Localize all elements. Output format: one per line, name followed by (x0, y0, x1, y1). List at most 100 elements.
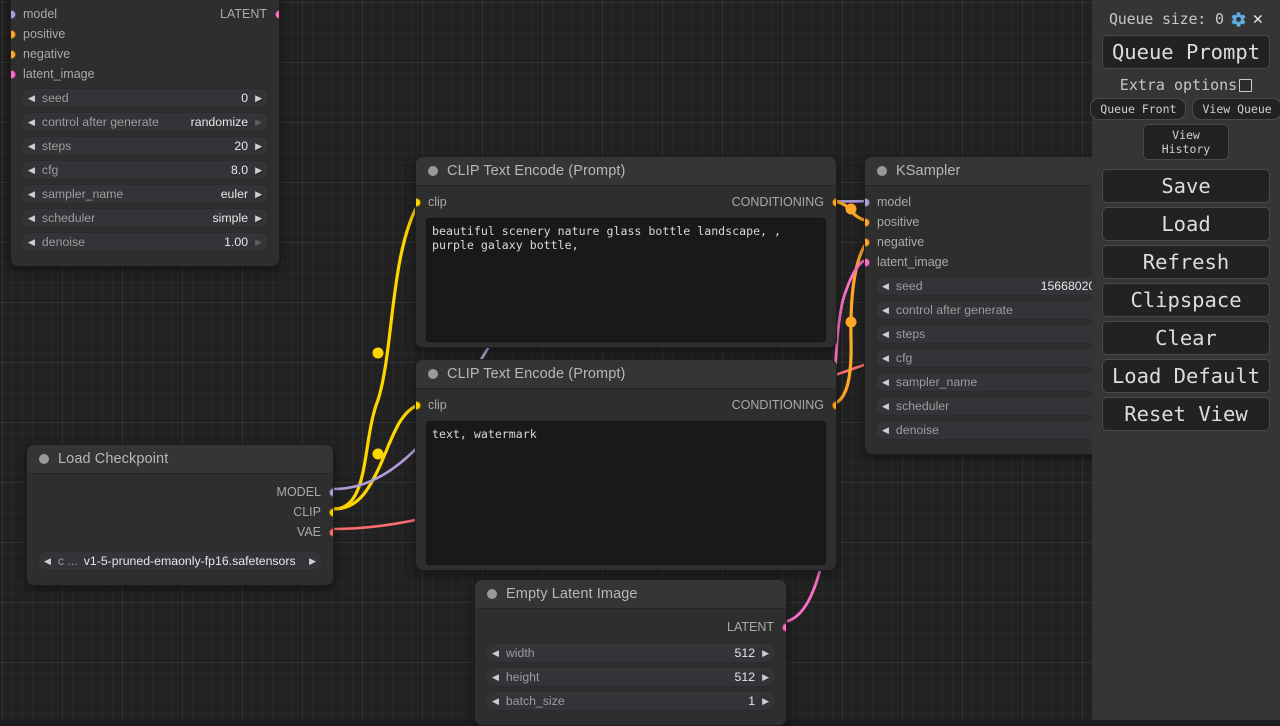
latent-image-input-port[interactable] (864, 258, 870, 267)
increment-arrow-icon[interactable]: ▶ (309, 557, 316, 566)
model-input-port[interactable] (10, 10, 16, 19)
collapse-dot-icon[interactable] (428, 166, 438, 176)
clip-input-port[interactable] (415, 401, 421, 410)
decrement-arrow-icon[interactable]: ◀ (28, 166, 35, 175)
conditioning-output-port[interactable] (832, 198, 838, 207)
latent-image-input-port[interactable] (10, 70, 16, 79)
widget-seed[interactable]: ◀ seed 1566802087 (875, 276, 1123, 296)
collapse-dot-icon[interactable] (487, 589, 497, 599)
positive-input-port[interactable] (10, 30, 16, 39)
conditioning-output-port[interactable] (832, 401, 838, 410)
collapse-dot-icon[interactable] (428, 369, 438, 379)
negative-input-port[interactable] (10, 50, 16, 59)
widget-scheduler[interactable]: ◀ scheduler (875, 396, 1123, 416)
widget-steps[interactable]: ◀ steps 20 ▶ (21, 136, 269, 156)
node-clip-text-encode-positive[interactable]: CLIP Text Encode (Prompt) clip CONDITION… (415, 156, 837, 348)
clear-button[interactable]: Clear (1102, 321, 1270, 355)
latent-output-port[interactable] (275, 10, 281, 19)
node-clip-text-encode-negative[interactable]: CLIP Text Encode (Prompt) clip CONDITION… (415, 359, 837, 571)
clip-output-port[interactable] (329, 508, 335, 517)
decrement-arrow-icon[interactable]: ◀ (882, 306, 889, 315)
widget-sampler-name[interactable]: ◀ sampler_name euler ▶ (21, 184, 269, 204)
decrement-arrow-icon[interactable]: ◀ (28, 190, 35, 199)
node-title-bar[interactable]: CLIP Text Encode (Prompt) (416, 360, 836, 389)
load-button[interactable]: Load (1102, 207, 1270, 241)
node-ksampler-left[interactable]: KSampler model LATENT positive negative … (10, 0, 280, 267)
widget-cfg[interactable]: ◀ cfg (875, 348, 1123, 368)
decrement-arrow-icon[interactable]: ◀ (28, 118, 35, 127)
decrement-arrow-icon[interactable]: ◀ (882, 354, 889, 363)
gear-icon[interactable] (1230, 11, 1247, 28)
increment-arrow-icon[interactable]: ▶ (255, 238, 262, 247)
decrement-arrow-icon[interactable]: ◀ (28, 214, 35, 223)
port-row-clip-out[interactable]: CLIP (27, 502, 333, 522)
decrement-arrow-icon[interactable]: ◀ (28, 142, 35, 151)
port-row-model[interactable]: model LATENT (11, 4, 279, 24)
widget-denoise[interactable]: ◀ denoise (875, 420, 1123, 440)
port-row-latent-image[interactable]: latent_image (11, 64, 279, 84)
node-title-bar[interactable]: Load Checkpoint (27, 445, 333, 474)
decrement-arrow-icon[interactable]: ◀ (882, 426, 889, 435)
negative-input-port[interactable] (864, 238, 870, 247)
increment-arrow-icon[interactable]: ▶ (762, 673, 769, 682)
widget-sampler-name[interactable]: ◀ sampler_name (875, 372, 1123, 392)
widget-control-after-generate[interactable]: ◀ control after generate ran (875, 300, 1123, 320)
increment-arrow-icon[interactable]: ▶ (255, 118, 262, 127)
vae-output-port[interactable] (329, 528, 335, 537)
model-output-port[interactable] (329, 488, 335, 497)
decrement-arrow-icon[interactable]: ◀ (882, 282, 889, 291)
model-input-port[interactable] (864, 198, 870, 207)
decrement-arrow-icon[interactable]: ◀ (28, 94, 35, 103)
port-row-positive[interactable]: positive (11, 24, 279, 44)
view-queue-button[interactable]: View Queue (1192, 98, 1280, 120)
node-title-bar[interactable]: CLIP Text Encode (Prompt) (416, 157, 836, 186)
node-empty-latent-image[interactable]: Empty Latent Image LATENT ◀ width 512 ▶ … (474, 579, 787, 726)
clipspace-button[interactable]: Clipspace (1102, 283, 1270, 317)
increment-arrow-icon[interactable]: ▶ (255, 94, 262, 103)
widget-denoise[interactable]: ◀ denoise 1.00 ▶ (21, 232, 269, 252)
collapse-dot-icon[interactable] (877, 166, 887, 176)
decrement-arrow-icon[interactable]: ◀ (882, 402, 889, 411)
save-button[interactable]: Save (1102, 169, 1270, 203)
port-row-negative[interactable]: negative (11, 44, 279, 64)
prompt-textarea[interactable]: text, watermark (426, 421, 826, 565)
comfyui-menu-panel[interactable]: Queue size: 0 ✕ Queue Prompt Extra optio… (1092, 0, 1280, 720)
increment-arrow-icon[interactable]: ▶ (255, 142, 262, 151)
widget-steps[interactable]: ◀ steps (875, 324, 1123, 344)
decrement-arrow-icon[interactable]: ◀ (44, 557, 51, 566)
port-row-latent-out[interactable]: LATENT (475, 617, 786, 637)
widget-width[interactable]: ◀ width 512 ▶ (485, 643, 776, 663)
decrement-arrow-icon[interactable]: ◀ (492, 649, 499, 658)
widget-ckpt-name[interactable]: ◀ c ... v1-5-pruned-emaonly-fp16.safeten… (37, 551, 323, 571)
widget-cfg[interactable]: ◀ cfg 8.0 ▶ (21, 160, 269, 180)
increment-arrow-icon[interactable]: ▶ (762, 649, 769, 658)
view-history-button[interactable]: View History (1143, 124, 1229, 160)
decrement-arrow-icon[interactable]: ◀ (28, 238, 35, 247)
increment-arrow-icon[interactable]: ▶ (762, 697, 769, 706)
port-row-clip[interactable]: clip CONDITIONING (416, 395, 836, 415)
positive-input-port[interactable] (864, 218, 870, 227)
widget-batch-size[interactable]: ◀ batch_size 1 ▶ (485, 691, 776, 711)
load-default-button[interactable]: Load Default (1102, 359, 1270, 393)
reset-view-button[interactable]: Reset View (1102, 397, 1270, 431)
decrement-arrow-icon[interactable]: ◀ (882, 330, 889, 339)
port-row-vae-out[interactable]: VAE (27, 522, 333, 542)
extra-options-checkbox[interactable] (1239, 79, 1252, 92)
decrement-arrow-icon[interactable]: ◀ (492, 673, 499, 682)
close-icon[interactable]: ✕ (1253, 11, 1263, 28)
queue-front-button[interactable]: Queue Front (1090, 98, 1186, 120)
widget-scheduler[interactable]: ◀ scheduler simple ▶ (21, 208, 269, 228)
widget-control-after-generate[interactable]: ◀ control after generate randomize ▶ (21, 112, 269, 132)
latent-output-port[interactable] (782, 623, 788, 632)
prompt-textarea[interactable]: beautiful scenery nature glass bottle la… (426, 218, 826, 342)
extra-options-row[interactable]: Extra options (1100, 76, 1272, 94)
increment-arrow-icon[interactable]: ▶ (255, 166, 262, 175)
queue-prompt-button[interactable]: Queue Prompt (1102, 35, 1270, 69)
port-row-model-out[interactable]: MODEL (27, 482, 333, 502)
clip-input-port[interactable] (415, 198, 421, 207)
decrement-arrow-icon[interactable]: ◀ (882, 378, 889, 387)
port-row-clip[interactable]: clip CONDITIONING (416, 192, 836, 212)
decrement-arrow-icon[interactable]: ◀ (492, 697, 499, 706)
widget-seed[interactable]: ◀ seed 0 ▶ (21, 88, 269, 108)
